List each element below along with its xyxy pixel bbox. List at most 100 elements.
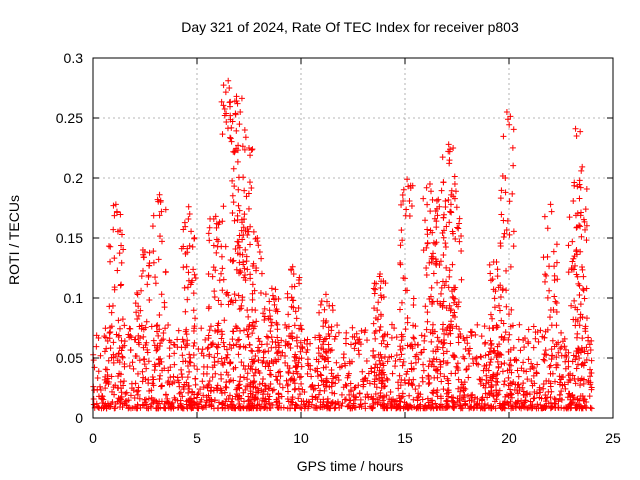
- data-point: [426, 379, 433, 386]
- data-point: [235, 239, 242, 246]
- data-point: [456, 326, 463, 333]
- data-point: [186, 211, 193, 217]
- data-point: [351, 334, 358, 341]
- data-point: [107, 345, 114, 352]
- data-point: [447, 307, 454, 314]
- data-point: [255, 242, 262, 249]
- data-point: [121, 322, 128, 329]
- data-point: [569, 258, 576, 265]
- data-point: [388, 399, 395, 406]
- data-point: [308, 401, 315, 408]
- data-point: [380, 362, 387, 369]
- data-point: [135, 303, 142, 310]
- data-point: [265, 384, 272, 391]
- data-point: [405, 183, 412, 190]
- data-point: [153, 322, 160, 329]
- y-tick-label: 0.05: [56, 350, 83, 366]
- data-point: [437, 358, 444, 365]
- data-point: [429, 326, 436, 333]
- data-point: [542, 403, 549, 410]
- data-point: [370, 347, 377, 354]
- data-point: [260, 354, 267, 361]
- data-point: [361, 375, 368, 382]
- x-tick-label: 25: [605, 430, 621, 446]
- data-point: [295, 395, 302, 402]
- data-point: [314, 396, 321, 403]
- data-point: [264, 391, 271, 398]
- data-point: [499, 368, 506, 375]
- data-point: [334, 322, 341, 329]
- data-point: [401, 275, 408, 282]
- data-point: [273, 320, 280, 327]
- data-point: [230, 165, 237, 172]
- data-point: [133, 388, 140, 395]
- data-point: [570, 397, 577, 404]
- data-point: [243, 383, 250, 390]
- data-point: [135, 339, 142, 346]
- data-point: [508, 380, 515, 387]
- data-point: [448, 191, 455, 198]
- data-point: [384, 358, 391, 365]
- data-point: [551, 343, 558, 350]
- data-point: [328, 327, 335, 334]
- data-point: [182, 328, 189, 335]
- data-point: [180, 226, 187, 233]
- data-point: [440, 350, 447, 357]
- data-point: [231, 183, 238, 190]
- data-point: [505, 311, 512, 318]
- data-point: [272, 373, 279, 380]
- data-point: [503, 303, 510, 310]
- data-point: [239, 297, 246, 304]
- data-point: [541, 351, 548, 358]
- data-point: [432, 256, 439, 263]
- data-point: [544, 253, 551, 260]
- data-point: [223, 119, 230, 126]
- data-point: [117, 282, 124, 289]
- data-point: [261, 305, 268, 312]
- data-point: [552, 378, 559, 385]
- data-point: [329, 302, 336, 309]
- data-point: [402, 212, 409, 219]
- data-point: [249, 306, 256, 313]
- data-point: [150, 248, 157, 255]
- data-point: [174, 344, 181, 351]
- data-point: [420, 361, 427, 368]
- data-point: [320, 323, 327, 330]
- data-point: [177, 389, 184, 396]
- data-point: [265, 334, 272, 341]
- data-point: [184, 374, 191, 381]
- data-point: [528, 360, 535, 367]
- data-point: [383, 375, 390, 382]
- data-point: [420, 405, 427, 412]
- data-point: [404, 403, 411, 410]
- data-point: [392, 363, 399, 370]
- data-point: [227, 134, 234, 141]
- data-point: [263, 333, 270, 340]
- data-point: [143, 339, 150, 346]
- data-point: [434, 334, 441, 341]
- data-point: [181, 219, 188, 226]
- data-point: [374, 316, 381, 323]
- data-point: [165, 367, 172, 374]
- data-point: [213, 220, 220, 227]
- data-point: [184, 296, 191, 303]
- data-point: [479, 394, 486, 401]
- data-point: [419, 378, 426, 385]
- data-point: [353, 330, 360, 337]
- data-point: [219, 287, 226, 294]
- data-point: [241, 265, 248, 272]
- data-point: [207, 396, 214, 403]
- data-point: [577, 128, 584, 135]
- data-point: [540, 385, 547, 392]
- data-point: [206, 303, 213, 310]
- data-point: [509, 190, 516, 197]
- data-point: [570, 352, 577, 359]
- data-point: [249, 146, 256, 153]
- data-point: [260, 349, 267, 356]
- data-point: [214, 382, 221, 389]
- data-point: [502, 189, 509, 196]
- data-point: [317, 371, 324, 378]
- data-point: [439, 405, 446, 412]
- data-point: [577, 393, 584, 400]
- data-point: [236, 121, 243, 128]
